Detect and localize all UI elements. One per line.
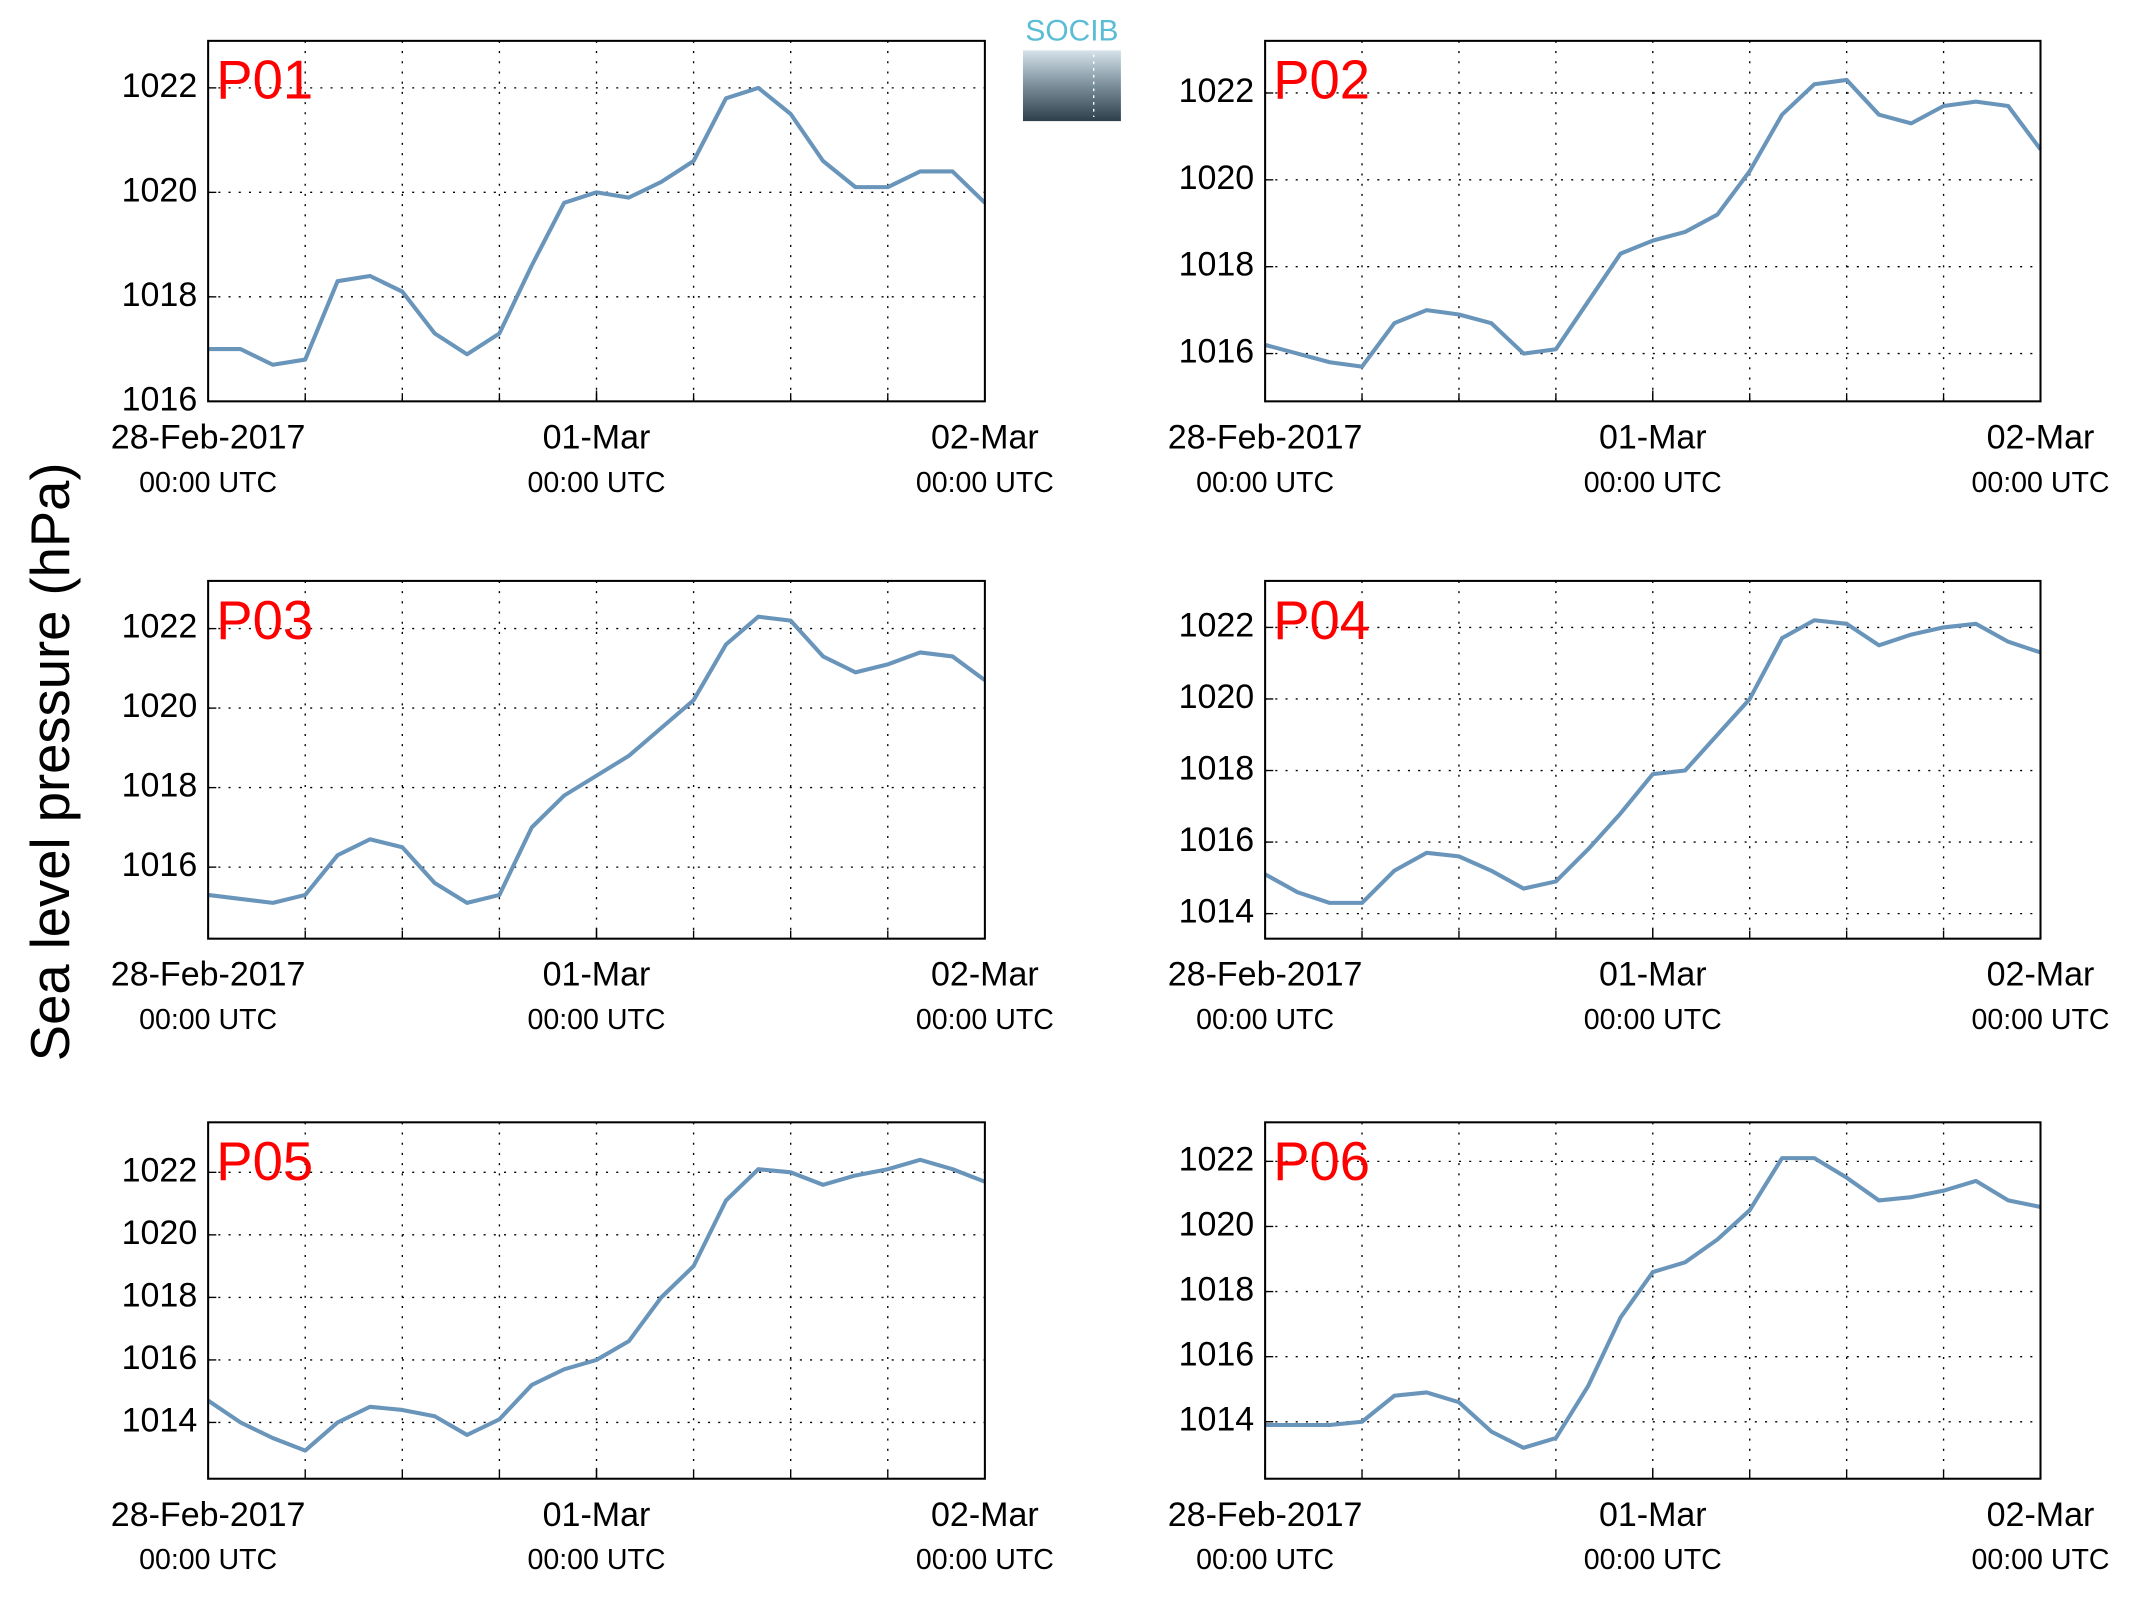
y-tick-label: 1014 bbox=[1179, 893, 1255, 931]
logo-block bbox=[1022, 50, 1121, 122]
panel: 1016 1018 1020 1022 28-Feb-2017 00:00 UTC 01-M… bbox=[1168, 39, 2110, 499]
y-tick-label: 1020 bbox=[1179, 678, 1255, 716]
series-line bbox=[1265, 1156, 2041, 1450]
panel-title: P05 bbox=[216, 1131, 313, 1192]
panel: 1016 1018 1020 1022 28-Feb-2017 00:00 UTC 01-M… bbox=[111, 579, 1054, 1036]
y-tick-label: 1022 bbox=[1179, 606, 1255, 644]
y-tick-label: 1018 bbox=[1179, 750, 1255, 788]
x-tick-label: 02-Mar bbox=[1987, 956, 2095, 994]
x-tick-label: 01-Mar bbox=[1599, 956, 1707, 994]
y-tick-label: 1018 bbox=[1179, 246, 1255, 284]
y-tick-label: 1014 bbox=[1179, 1401, 1255, 1439]
x-tick-sublabel: 00:00 UTC bbox=[139, 1544, 277, 1576]
panel: 1014 1016 1018 1020 1022 28-Feb-2017 00:00 UTC… bbox=[1168, 579, 2110, 1036]
plot-frame bbox=[1264, 579, 2042, 940]
x-tick-sublabel: 00:00 UTC bbox=[1971, 467, 2109, 499]
x-tick-sublabel: 00:00 UTC bbox=[1196, 1544, 1334, 1576]
x-tick-sublabel: 00:00 UTC bbox=[1196, 467, 1334, 499]
x-tick-label: 28-Feb-2017 bbox=[111, 956, 306, 994]
x-tick-label: 28-Feb-2017 bbox=[1168, 418, 1363, 456]
y-tick-label: 1022 bbox=[1179, 72, 1255, 110]
y-tick-label: 1016 bbox=[122, 846, 198, 884]
panel: 1016 1018 1020 1022 28-Feb-2017 00:00 UTC 01-M… bbox=[111, 39, 1054, 499]
y-tick-label: 1020 bbox=[122, 1214, 198, 1252]
x-tick-sublabel: 00:00 UTC bbox=[916, 1544, 1054, 1576]
y-tick-label: 1016 bbox=[122, 1339, 198, 1377]
series-line bbox=[1264, 618, 2042, 905]
y-tick-label: 1022 bbox=[122, 67, 198, 105]
x-tick-label: 01-Mar bbox=[1599, 418, 1707, 456]
series-line bbox=[207, 614, 987, 905]
y-tick-label: 1018 bbox=[122, 767, 198, 805]
x-tick-label: 02-Mar bbox=[931, 956, 1039, 994]
y-tick-label: 1022 bbox=[1179, 1140, 1255, 1178]
y-tick-label: 1020 bbox=[122, 687, 198, 725]
x-tick-sublabel: 00:00 UTC bbox=[527, 1004, 665, 1036]
series-line bbox=[206, 1157, 986, 1453]
y-tick-label: 1018 bbox=[1179, 1271, 1255, 1309]
x-tick-sublabel: 00:00 UTC bbox=[1196, 1004, 1334, 1036]
panel-title: P04 bbox=[1273, 590, 1370, 651]
x-tick-sublabel: 00:00 UTC bbox=[527, 467, 665, 499]
x-tick-sublabel: 00:00 UTC bbox=[916, 467, 1054, 499]
x-tick-label: 01-Mar bbox=[543, 418, 651, 456]
x-tick-label: 28-Feb-2017 bbox=[111, 1496, 306, 1534]
y-tick-label: 1020 bbox=[1179, 159, 1255, 197]
panel: 1014 1016 1018 1020 1022 28-Feb-2017 00:00 UTC… bbox=[111, 1121, 1054, 1576]
y-axis-label: Sea level pressure (hPa) bbox=[20, 462, 81, 1061]
x-tick-label: 01-Mar bbox=[1599, 1496, 1707, 1534]
series-line bbox=[208, 85, 987, 367]
x-tick-label: 28-Feb-2017 bbox=[1168, 956, 1363, 994]
panel: 1014 1016 1018 1020 1022 28-Feb-2017 00:00 UTC… bbox=[1168, 1121, 2110, 1576]
logo: SOCIB bbox=[1022, 15, 1121, 122]
x-tick-sublabel: 00:00 UTC bbox=[1971, 1544, 2109, 1576]
panel-title: P03 bbox=[216, 590, 313, 651]
y-tick-label: 1016 bbox=[1179, 821, 1255, 859]
plot-frame bbox=[1264, 39, 2042, 403]
y-tick-label: 1014 bbox=[122, 1401, 198, 1439]
x-tick-sublabel: 00:00 UTC bbox=[1584, 1004, 1722, 1036]
x-tick-label: 28-Feb-2017 bbox=[111, 418, 306, 456]
logo-text: SOCIB bbox=[1025, 15, 1118, 48]
x-tick-sublabel: 00:00 UTC bbox=[139, 467, 277, 499]
x-tick-label: 02-Mar bbox=[1987, 418, 2095, 456]
plot-frame bbox=[1264, 1121, 2042, 1480]
y-tick-label: 1016 bbox=[1179, 1336, 1255, 1374]
plot-frame bbox=[207, 39, 986, 403]
panel-title: P06 bbox=[1273, 1131, 1370, 1192]
y-tick-label: 1016 bbox=[122, 380, 198, 418]
x-tick-sublabel: 00:00 UTC bbox=[1584, 467, 1722, 499]
y-tick-label: 1016 bbox=[1179, 333, 1255, 371]
x-tick-label: 01-Mar bbox=[543, 956, 651, 994]
x-tick-sublabel: 00:00 UTC bbox=[1971, 1004, 2109, 1036]
x-tick-sublabel: 00:00 UTC bbox=[527, 1544, 665, 1576]
y-tick-label: 1020 bbox=[122, 171, 198, 209]
y-tick-label: 1022 bbox=[122, 1151, 198, 1189]
x-tick-label: 02-Mar bbox=[931, 418, 1039, 456]
x-tick-label: 02-Mar bbox=[931, 1496, 1039, 1534]
x-tick-sublabel: 00:00 UTC bbox=[1584, 1544, 1722, 1576]
plot-frame bbox=[207, 579, 986, 940]
plot-frame bbox=[207, 1121, 986, 1480]
series-line bbox=[1264, 77, 2043, 369]
y-tick-label: 1022 bbox=[122, 608, 198, 646]
x-tick-label: 01-Mar bbox=[543, 1496, 651, 1534]
x-tick-sublabel: 00:00 UTC bbox=[139, 1004, 277, 1036]
panel-title: P02 bbox=[1273, 50, 1370, 111]
y-tick-label: 1018 bbox=[122, 276, 198, 314]
x-tick-sublabel: 00:00 UTC bbox=[916, 1004, 1054, 1036]
y-tick-label: 1018 bbox=[122, 1276, 198, 1314]
panel-title: P01 bbox=[216, 50, 313, 111]
y-tick-label: 1020 bbox=[1179, 1205, 1255, 1243]
x-tick-label: 28-Feb-2017 bbox=[1168, 1496, 1363, 1534]
x-tick-label: 02-Mar bbox=[1987, 1496, 2095, 1534]
